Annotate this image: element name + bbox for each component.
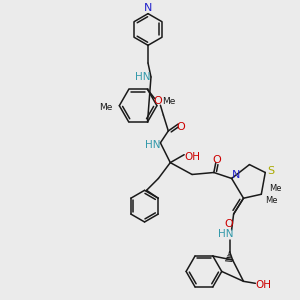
Text: Me: Me <box>265 196 278 205</box>
Text: Me: Me <box>162 97 175 106</box>
Text: HN: HN <box>135 72 151 82</box>
Text: O: O <box>212 154 221 165</box>
Text: O: O <box>224 219 233 229</box>
Text: S: S <box>268 166 275 176</box>
Text: N: N <box>231 170 240 181</box>
Text: OH: OH <box>255 280 271 290</box>
Text: HN: HN <box>218 229 233 239</box>
Text: HN: HN <box>145 140 160 150</box>
Text: O: O <box>153 96 162 106</box>
Text: O: O <box>177 122 185 132</box>
Text: Me: Me <box>269 184 281 193</box>
Text: N: N <box>144 3 152 13</box>
Text: Me: Me <box>99 103 112 112</box>
Text: OH: OH <box>184 152 200 162</box>
